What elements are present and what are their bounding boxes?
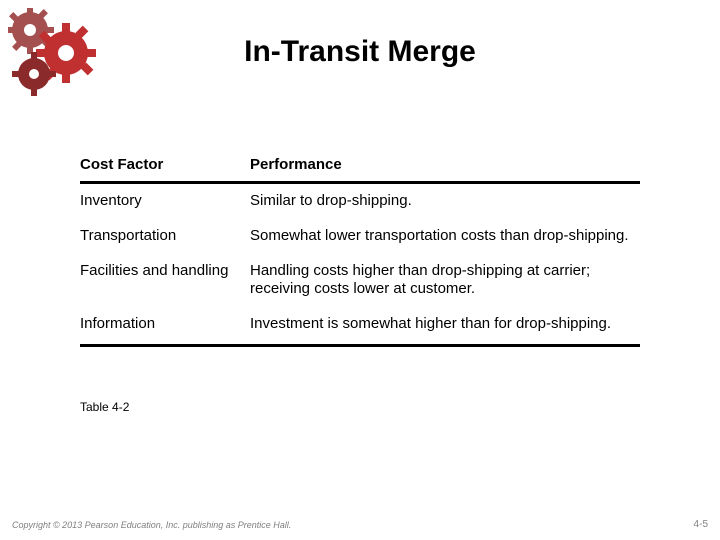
table-cell-performance: Investment is somewhat higher than for d…: [250, 307, 640, 342]
table-caption: Table 4-2: [80, 400, 129, 414]
table-header-cell: Performance: [250, 150, 640, 183]
table-cell-performance: Somewhat lower transportation costs than…: [250, 219, 640, 254]
footer-copyright: Copyright © 2013 Pearson Education, Inc.…: [12, 520, 291, 530]
table-row: Facilities and handling Handling costs h…: [80, 254, 640, 308]
table-row: Transportation Somewhat lower transporta…: [80, 219, 640, 254]
table-row: Information Investment is somewhat highe…: [80, 307, 640, 342]
table-cell-factor: Information: [80, 307, 250, 342]
table-header-row: Cost Factor Performance: [80, 150, 640, 183]
page-title: In-Transit Merge: [0, 35, 720, 69]
table-cell-performance: Handling costs higher than drop-shipping…: [250, 254, 640, 308]
table-cell-performance: Similar to drop-shipping.: [250, 183, 640, 219]
table-bottom-rule: [80, 344, 640, 347]
table-cell-factor: Transportation: [80, 219, 250, 254]
footer-page-number: 4-5: [694, 519, 708, 530]
table-header-cell: Cost Factor: [80, 150, 250, 183]
table-cell-factor: Inventory: [80, 183, 250, 219]
cost-factor-table: Cost Factor Performance Inventory Simila…: [80, 150, 640, 347]
table-row: Inventory Similar to drop-shipping.: [80, 183, 640, 219]
table-cell-factor: Facilities and handling: [80, 254, 250, 308]
